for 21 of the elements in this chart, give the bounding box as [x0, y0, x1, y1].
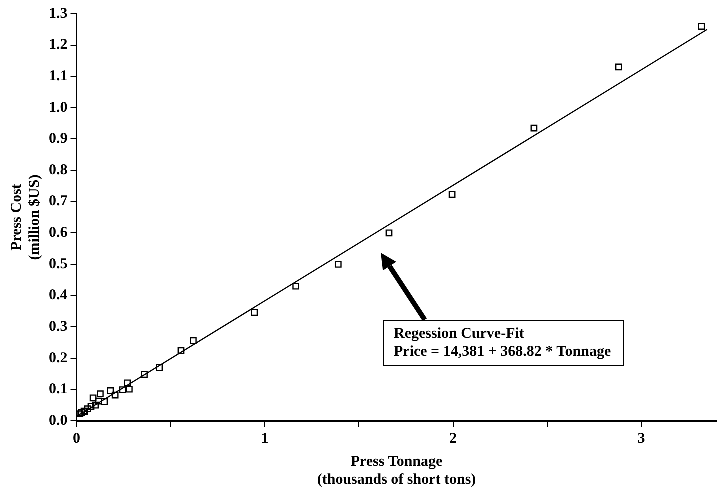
y-tick-label: 1.1 — [49, 68, 68, 84]
y-tick-label: 1.2 — [49, 37, 68, 54]
x-axis-title: Press Tonnage (thousands of short tons) — [317, 454, 476, 488]
y-tick-label: 0.6 — [49, 225, 68, 242]
y-tick-label: 0.1 — [49, 382, 68, 398]
y-tick-label: 0.2 — [49, 350, 68, 366]
y-tick-label: 0.0 — [49, 412, 68, 429]
y-tick-label: 0.7 — [49, 194, 68, 210]
y-axis-title: Press Cost (million $US) — [8, 174, 43, 260]
y-tick-label: 1.0 — [49, 100, 68, 116]
y-tick-label: 0.4 — [49, 288, 68, 304]
x-tick-label: 2 — [450, 430, 457, 447]
x-tick-label: 0 — [73, 430, 80, 447]
y-tick-label: 0.5 — [49, 256, 68, 272]
x-tick-label: 3 — [638, 430, 646, 447]
y-tick-label: 0.9 — [49, 131, 68, 148]
y-tick-label: 0.8 — [49, 162, 68, 178]
y-tick-label: 1.3 — [49, 6, 68, 22]
annotation: Regession Curve-Fit Price = 14,381 + 368.82 * Tonnage — [383, 320, 624, 366]
x-tick-label: 1 — [261, 430, 269, 447]
y-tick-label: 0.3 — [49, 318, 68, 335]
